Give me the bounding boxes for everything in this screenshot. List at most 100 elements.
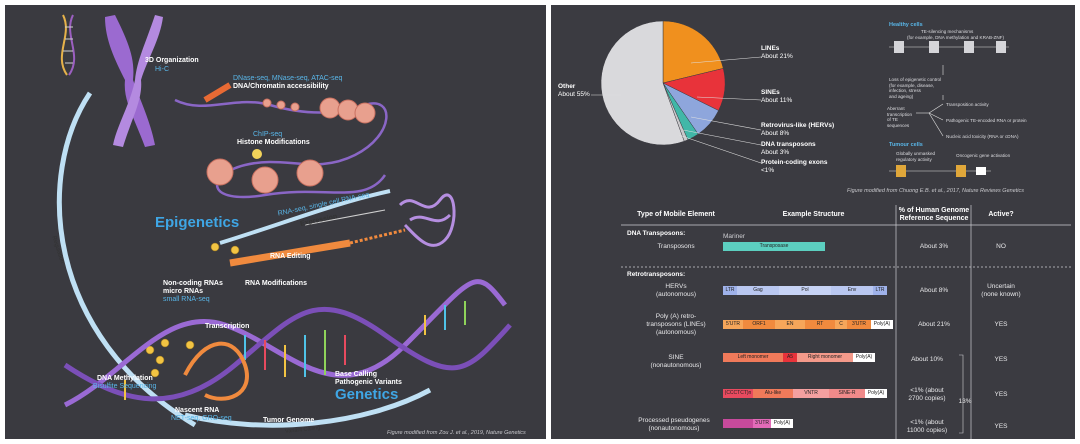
nascent-rna-label: Nascent RNA: [175, 407, 220, 414]
loss-line-4: and ageing): [889, 93, 914, 99]
te-boxes-healthy: [894, 41, 1006, 53]
segment-herv-ltr-5: LTR: [723, 286, 737, 295]
open-chromatin: [203, 82, 232, 103]
loss-line-1: Loss of epigenetic control: [889, 77, 942, 82]
hervs-name-1: HERVs: [665, 283, 687, 290]
te-boxes-tumour: [889, 165, 991, 177]
lines-name-1: Poly (A) retro-: [655, 313, 697, 320]
nucleosomes: [206, 97, 376, 194]
dna-helix-top: [60, 14, 76, 76]
base-calling-2: Pathogenic Variants: [335, 379, 402, 386]
pie-and-table-graphics: [591, 20, 1071, 439]
hervs-active-2: (none known): [981, 291, 1021, 298]
hervs-pct: About 8%: [919, 287, 949, 294]
dna-section-label: DNA Transposons:: [627, 230, 686, 237]
ncrna-title-2: micro RNAs: [163, 288, 204, 295]
header-structure: Example Structure: [782, 211, 845, 218]
segment-line-orf1: ORF1: [743, 320, 775, 329]
lines-name-3: (autonomous): [655, 329, 697, 336]
pseudo-pct-1: <1% (about: [910, 419, 944, 426]
pie-label-lines: LINEs: [761, 45, 780, 52]
segment-sine-polya: Poly(A): [853, 353, 875, 362]
pseudo-pct-2: 11000 copies): [906, 427, 948, 434]
segment-herv-ltr-3: LTR: [873, 286, 887, 295]
tumor-genome-label: Tumor Genome: [263, 417, 315, 424]
oncogenic-label: Oncogenic gene activation: [956, 153, 1011, 158]
base-pairs: [124, 301, 466, 400]
healthy-cells-label: Healthy cells: [889, 22, 923, 28]
rna-strand: [229, 209, 406, 267]
header-active: Active?: [988, 211, 1014, 218]
aberrant-line-2: transcription: [887, 111, 913, 117]
dna-methylation-method: Bisulfite Sequencing: [93, 383, 157, 390]
hervs-active-1: Uncertain: [987, 283, 1015, 290]
histone-mark: [252, 149, 262, 159]
aberrant-line-1: Aberrant: [887, 106, 905, 111]
header-type: Type of Mobile Element: [637, 211, 715, 218]
table-lines: [621, 205, 1071, 439]
segment-herv-env: Env: [831, 286, 873, 295]
pie-label-exons: Protein-coding exons: [761, 159, 828, 166]
histone-method: ChIP-seq: [253, 131, 283, 138]
pie-label-hervs: Retrovirus-like (HERVs): [761, 122, 835, 129]
segment-transposase: Transposase: [723, 242, 825, 251]
segment-herv-pol: Pol: [779, 286, 831, 295]
outcome-toxicity: Nucleic acid toxicity (RNA or cDNA): [946, 134, 1019, 139]
transcription-label: Transcription: [205, 323, 250, 330]
pie-leader-lines: [591, 56, 762, 164]
silencing-line-2: (for example, DNA methylation and KRAB-Z…: [907, 35, 1005, 40]
segment-pseudo-body: [723, 419, 753, 428]
sine-active: YES: [994, 356, 1008, 363]
omics-illustration: [56, 14, 512, 428]
flow-arrows: [889, 46, 1009, 137]
segment-herv-gag: Gag: [737, 286, 779, 295]
hervs-name-2: (autonomous): [655, 291, 697, 298]
segment-line-rt: RT: [805, 320, 835, 329]
transposons-name: Transposons: [657, 243, 695, 250]
dna-methylation-label: DNA Methylation: [97, 375, 153, 382]
pie-pct-dna-transposons: About 3%: [761, 149, 790, 156]
segment-line-3utr: 3'UTR: [847, 320, 871, 329]
ncrna-title-1: Non-coding RNAs: [163, 280, 223, 287]
pie-label-other: Other: [558, 83, 576, 90]
silencing-line-1: TE-silencing mechanisms: [921, 29, 974, 34]
tumour-cells-label: Tumour cells: [889, 142, 923, 148]
sva-active: YES: [994, 391, 1008, 398]
sine-group-pct: 13%: [958, 398, 972, 405]
segment-line-polya: Poly(A): [871, 320, 893, 329]
regulation-arc: [56, 91, 197, 428]
ncrna-method: small RNA-seq: [163, 296, 210, 303]
lines-pct: About 21%: [918, 321, 950, 328]
transposable-elements-panel: Other About 55% LINEs About 21% SINEs Ab…: [551, 5, 1075, 439]
right-caption: Figure modified from Chuong E.B. et al.,…: [847, 188, 1025, 194]
pie-label-dna-transposons: DNA transposons: [761, 141, 816, 148]
segment-sine-right-monomer: Right monomer: [797, 353, 853, 362]
segment-line-c: C: [835, 320, 847, 329]
pseudo-name-2: (nonautonomous): [648, 425, 700, 432]
globally-line-1: Globally unmasked: [896, 151, 936, 156]
lines-name-2: transposons (LINEs): [646, 321, 706, 328]
sine-name-2: (nonautonomous): [650, 362, 702, 369]
variant-calling-arc: [184, 387, 432, 428]
segment-sva-polya: Poly(A): [865, 389, 887, 398]
segment-sine-left-monomer: Left monomer: [723, 353, 783, 362]
mariner-label: Mariner: [723, 233, 746, 240]
segment-line-5utr: 5'UTR: [723, 320, 743, 329]
pie-pct-sines: About 11%: [761, 97, 793, 104]
genetics-label: Genetics: [335, 386, 399, 403]
segment-line-en: EN: [775, 320, 805, 329]
rna-modifications-label: RNA Modifications: [245, 280, 307, 287]
epigenetics-label: Epigenetics: [155, 214, 240, 231]
org-title: 3D Organization: [145, 57, 199, 64]
outcome-pathogenic: Pathogenic TE-encoded RNA or protein: [946, 118, 1027, 123]
aberrant-line-4: sequences: [887, 122, 910, 128]
loss-line-3: infection, stress: [889, 88, 921, 93]
sine-name-1: SINE: [668, 354, 684, 361]
histone-title: Histone Modifications: [237, 139, 310, 146]
header-percent: % of Human Genome Reference Sequence: [898, 207, 970, 222]
te-genome-pie-chart: [600, 20, 726, 146]
epigenetics-genetics-panel: 3D Organization Hi-C DNase-seq, MNase-se…: [5, 5, 546, 439]
segment-sva-repeat: (CCCTCT)n: [723, 389, 753, 398]
chromosome: [105, 15, 163, 147]
segment-sva-alu-like: Alu-like: [753, 389, 793, 398]
